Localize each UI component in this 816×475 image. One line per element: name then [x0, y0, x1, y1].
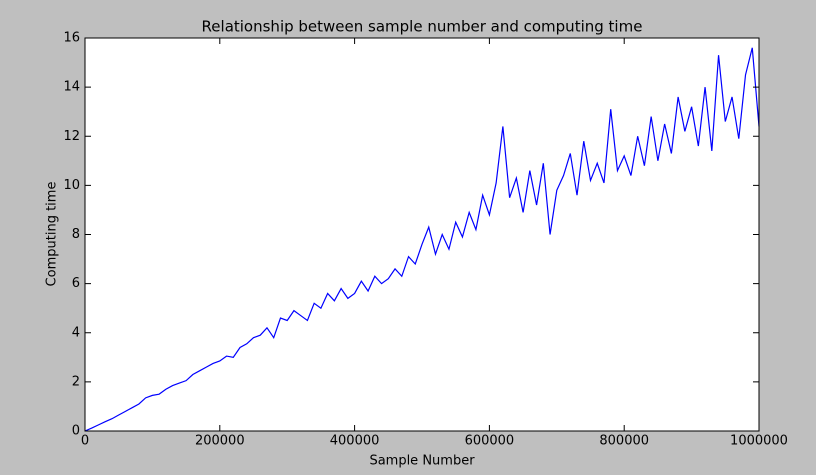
y-tick-label: 10 [63, 178, 80, 193]
y-tick-label: 4 [72, 325, 80, 340]
y-tick-label: 2 [72, 374, 80, 389]
y-tick-label: 14 [63, 80, 80, 95]
x-tick-label: 400000 [330, 434, 380, 449]
x-tick-label: 200000 [195, 434, 245, 449]
x-tick-label: 1000000 [730, 434, 788, 449]
y-axis-label: Computing time [45, 182, 60, 287]
y-tick-label: 16 [63, 31, 80, 46]
y-tick-label: 0 [72, 424, 80, 439]
plot-area [85, 38, 759, 431]
x-axis-label: Sample Number [369, 454, 475, 469]
y-tick-label: 8 [72, 227, 80, 242]
chart-title: Relationship between sample number and c… [202, 18, 643, 36]
x-tick-label: 0 [81, 434, 89, 449]
x-tick-label: 600000 [465, 434, 515, 449]
y-tick-label: 12 [63, 129, 80, 144]
data-line [84, 47, 760, 432]
y-tick-label: 6 [72, 276, 80, 291]
x-tick-label: 800000 [599, 434, 649, 449]
